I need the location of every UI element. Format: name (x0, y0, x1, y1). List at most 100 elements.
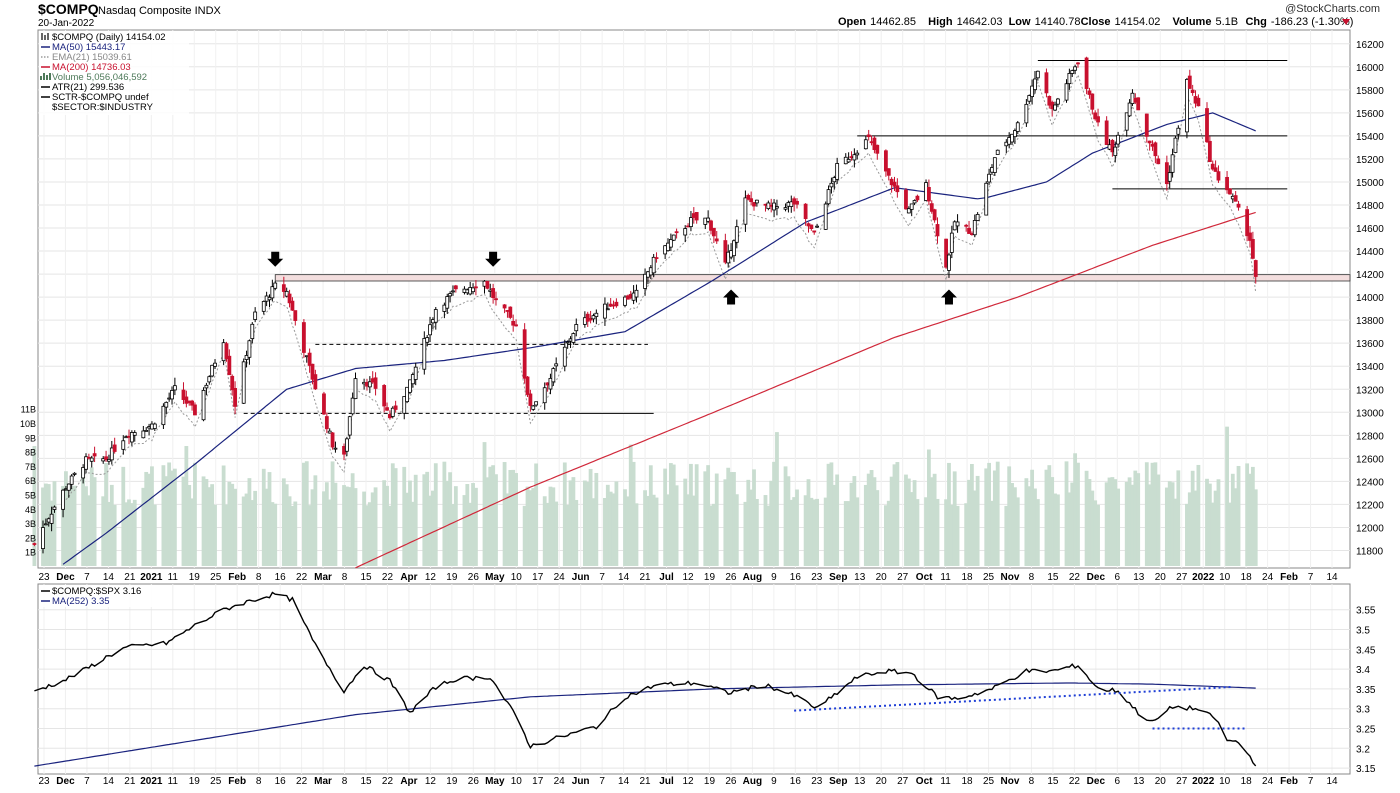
volume-bar (127, 499, 131, 566)
candle-body (594, 312, 599, 317)
ratio-tick-label: 3.2 (1356, 744, 1370, 755)
candle-body (310, 363, 315, 380)
volume-bar (1228, 502, 1232, 566)
ohlc-high-value: 14642.03 (957, 16, 1003, 28)
x-tick-label: 11 (168, 572, 179, 583)
x-tick-label: Feb (228, 572, 246, 583)
ohlc-open-label: Open (838, 16, 866, 28)
candle-body (112, 444, 117, 452)
volume-bar (872, 477, 877, 566)
ratio-gridlines (38, 584, 1350, 774)
volume-bar (752, 469, 756, 566)
x-tick-label: 13 (1133, 572, 1145, 583)
x-tick-label: 17 (532, 776, 544, 787)
volume-bar (301, 462, 306, 566)
volume-bar (711, 503, 716, 566)
volume-bar (571, 477, 576, 566)
volume-bar (634, 503, 639, 566)
candle-body (281, 284, 286, 292)
x-tick-label: Mar (314, 776, 332, 787)
volume-bar (746, 479, 751, 566)
volume-bar (167, 462, 172, 566)
volume-bar (385, 485, 389, 566)
candle-body (1064, 83, 1069, 101)
volume-bar (1187, 492, 1192, 566)
candle-body (181, 389, 186, 400)
candle-body (267, 296, 272, 301)
candle-body (749, 198, 754, 203)
volume-bar (330, 461, 335, 566)
x-tick-label: Aug (743, 776, 762, 787)
candle-body (1136, 97, 1141, 111)
x-tick-label: 16 (790, 776, 802, 787)
volume-bar (1250, 466, 1255, 566)
candle-body (1147, 140, 1152, 144)
volume-bar (224, 504, 229, 566)
candle-body (875, 144, 880, 154)
candle-body (250, 323, 255, 340)
volume-bar (1027, 486, 1032, 566)
candle-body (1173, 137, 1178, 153)
candle-body (1190, 89, 1195, 93)
volume-bar (1113, 479, 1118, 566)
volume-bar (350, 473, 355, 566)
price-tick-label: 14800 (1356, 201, 1384, 212)
volume-bar (247, 478, 252, 566)
volume-bar (453, 486, 458, 566)
x-tick-label: 27 (1176, 776, 1188, 787)
candle-body (734, 226, 739, 243)
x-tick-label: Dec (1087, 572, 1106, 583)
volume-bar (574, 499, 579, 566)
volume-bar (1176, 470, 1181, 566)
x-tick-label: 24 (554, 776, 566, 787)
x-tick-label: 22 (1069, 572, 1081, 583)
volume-bar (729, 472, 733, 566)
volume-bar (949, 504, 954, 566)
candle-body (491, 288, 496, 299)
ohlc-close-label: Close (1081, 16, 1111, 28)
x-tick-label: 8 (342, 572, 348, 583)
candle-body (987, 173, 992, 183)
volume-bar (1107, 477, 1112, 566)
candle-body (273, 282, 278, 289)
volume-bar (193, 462, 197, 566)
volume-bar (49, 500, 54, 566)
volume-bar (1164, 487, 1169, 566)
volume-bar (915, 499, 920, 566)
volume-bar (92, 477, 97, 566)
candle-body (413, 366, 418, 380)
volume-bar (1167, 481, 1172, 566)
volume-bar (929, 477, 934, 566)
ratio-tick-label: 3.3 (1356, 705, 1370, 716)
candle-body (81, 467, 86, 479)
volume-bar (691, 495, 696, 566)
candle-body (353, 378, 358, 400)
candle-body (69, 475, 74, 485)
volume-bar (625, 496, 630, 566)
x-tick-label: 7 (84, 572, 90, 583)
volume-bar (909, 492, 914, 566)
x-tick-label: Apr (400, 776, 417, 787)
volume-bar (327, 499, 332, 566)
candle-body (895, 185, 900, 193)
candle-body (193, 404, 197, 416)
x-tick-label: 19 (446, 776, 458, 787)
candle-body (967, 227, 971, 234)
candle-body (307, 352, 312, 366)
ohlc-chg-value: -186.23 (-1.30%) (1271, 16, 1354, 28)
candle-body (428, 324, 432, 336)
volume-bar (823, 497, 828, 566)
volume-tick-label: 5B (25, 491, 36, 501)
x-tick-label: 24 (1262, 572, 1274, 583)
candle-body (1127, 102, 1132, 117)
volume-bar (428, 495, 432, 566)
candle-body (683, 228, 688, 236)
volume-bar (783, 466, 788, 566)
x-tick-label: 2022 (1192, 572, 1215, 583)
volume-bar (1156, 474, 1161, 566)
candle-body (883, 150, 888, 172)
candle-body (425, 337, 430, 343)
candle-body (508, 306, 513, 318)
volume-tick-label: 8B (25, 448, 36, 458)
volume-bar (442, 461, 447, 566)
